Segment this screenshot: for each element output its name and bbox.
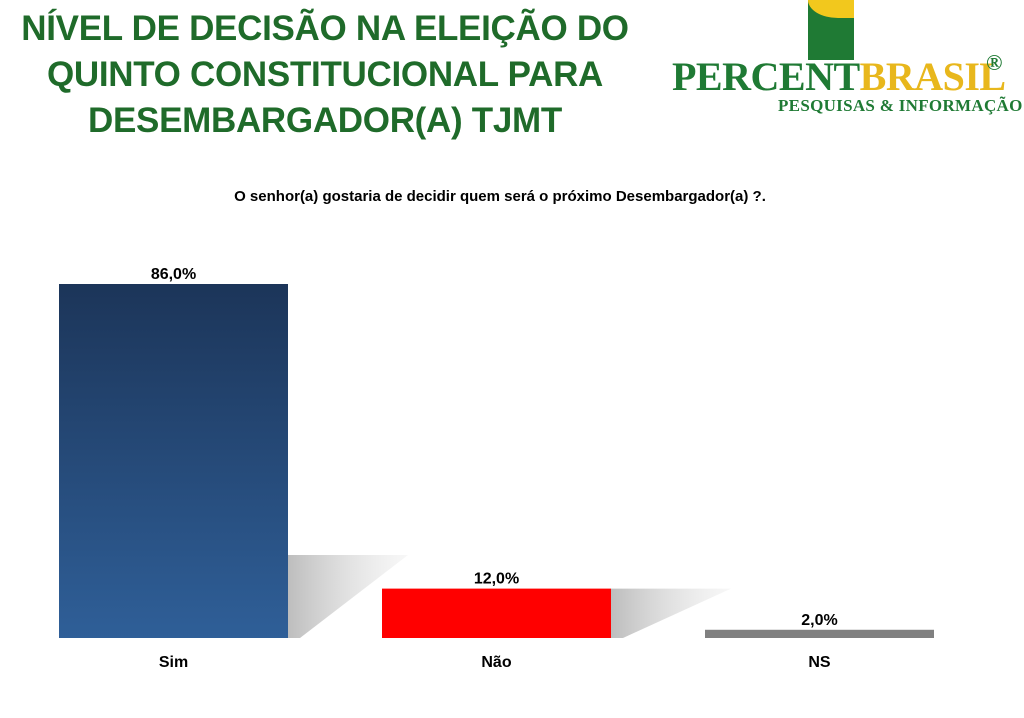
page-title: NÍVEL DE DECISÃO NA ELEIÇÃO DO QUINTO CO… — [20, 6, 630, 144]
registered-mark: ® — [986, 50, 1003, 75]
flag-stripe — [808, 0, 854, 18]
logo-wordmark: PERCENTBRASIL — [672, 55, 1006, 99]
percentbrasil-logo: PERCENTBRASIL ® PESQUISAS & INFORMAÇÃO — [668, 0, 1022, 125]
bar-shadow — [288, 555, 408, 638]
bar-value-label: 12,0% — [474, 571, 519, 588]
bar-nao — [382, 588, 611, 638]
bar-shadow — [611, 588, 731, 638]
title-line-2: QUINTO CONSTITUCIONAL PARA — [46, 55, 604, 94]
logo-tagline: PESQUISAS & INFORMAÇÃO — [778, 96, 1023, 115]
bar-ns — [705, 629, 934, 638]
bar-value-label: 86,0% — [151, 266, 196, 283]
bar-value-label: 2,0% — [801, 612, 837, 629]
category-label: Não — [481, 654, 511, 671]
category-label: NS — [808, 654, 831, 671]
logo-word-percent: PERCENT — [672, 54, 860, 99]
bar-sim — [59, 284, 288, 638]
title-line-3: DESEMBARGADOR(A) TJMT — [88, 101, 562, 140]
category-label: Sim — [159, 654, 188, 671]
title-line-1: NÍVEL DE DECISÃO NA ELEIÇÃO DO — [21, 9, 629, 48]
chart-question: O senhor(a) gostaria de decidir quem ser… — [234, 188, 766, 205]
logo-word-brasil: BRASIL — [859, 54, 1006, 99]
